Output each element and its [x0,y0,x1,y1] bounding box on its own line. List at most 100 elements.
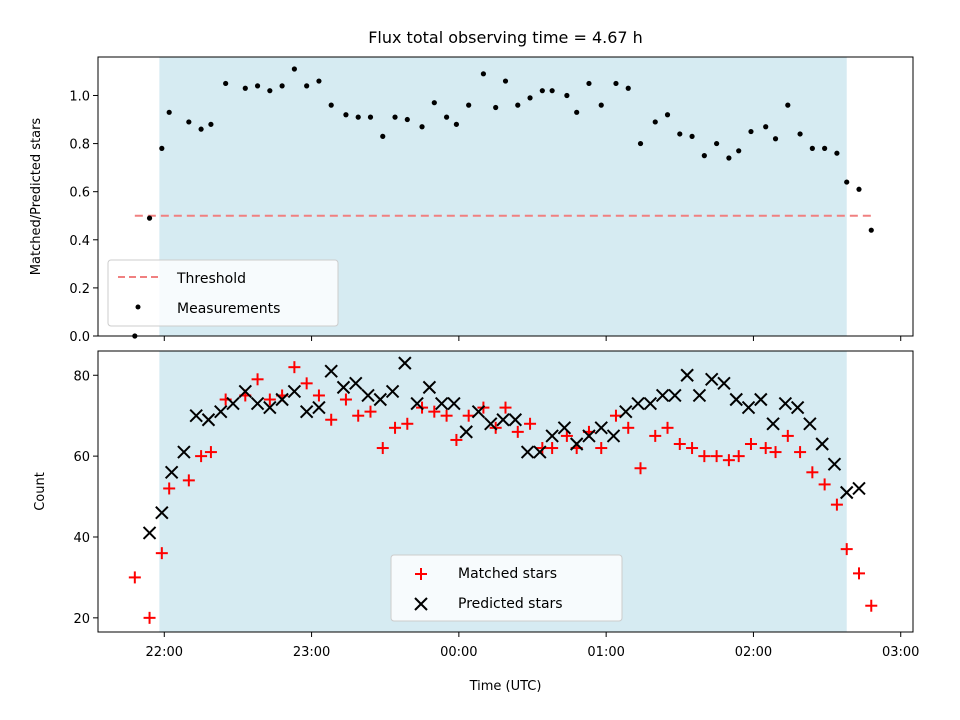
matched-star-point [781,429,794,442]
bot-y-tick-label: 20 [73,612,90,627]
predicted-star-point [385,384,400,399]
matched-star-point [840,543,853,556]
measurement-point [392,114,398,120]
bot-x-tick-label: 01:00 [587,645,624,660]
predicted-star-point [275,392,289,407]
predicted-star-point [803,417,817,431]
measurement-point [736,148,742,154]
matched-star-point [852,567,865,580]
measurement-point [689,133,695,139]
matched-star-point [339,393,352,406]
measurement-point [480,71,487,77]
matched-star-point [830,498,843,511]
predicted-star-point [533,445,547,459]
bottom-axes-frame [97,350,914,633]
bot-x-tick-label: 23:00 [293,645,330,660]
matched-star-point [744,437,757,450]
matched-star-point [440,409,453,422]
matched-star-point [649,429,662,442]
measurement-point [785,102,791,108]
predicted-star-point [201,413,216,427]
matched-star-point [182,474,195,487]
predicted-star-point [349,376,363,391]
matched-star-point [450,433,463,446]
predicted-star-point [557,421,572,435]
bot-x-tick-label: 02:00 [735,645,772,660]
measurement-point [208,121,214,127]
matched-star-point [710,450,723,463]
matched-star-point [806,466,819,479]
measurement-point [291,66,297,72]
measurement-point [466,102,472,108]
measurement-point [834,150,840,156]
measurement-point [443,114,450,120]
predicted-star-point [741,400,756,415]
predicted-star-point [754,392,768,407]
matched-star-point [661,421,674,434]
top-x-ticks [163,336,902,341]
matched-star-point [511,425,524,438]
matched-star-point [673,437,686,450]
measurement-point [198,126,204,132]
matched-star-point [155,547,168,560]
top-y-tick-label: 0.8 [69,138,90,153]
predicted-star-point [142,526,157,540]
predicted-star-point [336,380,351,395]
measurements-legend-label: Measurements [177,301,280,317]
predicted-star-point [582,429,596,443]
predicted-star-point [680,368,694,382]
predicted-legend-label: Predicted stars [458,596,563,612]
matched-star-point [300,377,313,390]
bottom-x-ticks: 22:00 23:00 00:00 01:00 02:00 03:00 [146,632,919,660]
predicted-star-point [815,437,829,451]
predicted-star-point [729,392,743,407]
top-y-tick-label: 1.0 [69,89,90,104]
matched-star-point [595,442,608,455]
predicted-star-point [631,396,645,411]
bot-x-tick-label: 00:00 [440,645,477,660]
bottom-legend-box [390,554,623,622]
matched-star-point [263,393,276,406]
top-legend-box [107,259,339,327]
predicted-star-point [189,408,203,423]
matched-star-point [609,409,622,422]
matched-star-point [195,450,208,463]
matched-legend-swatch [415,568,427,580]
measurement-point [613,80,619,87]
top-y-tick-label: 0.2 [69,282,90,297]
predicted-star-point [606,429,621,443]
matched-star-point [312,389,325,402]
predicted-star-point [373,392,388,407]
measurement-point [586,80,592,87]
measurement-point [367,114,374,120]
measurement-point [677,131,683,137]
measurement-point [493,104,499,111]
measurement-point [797,131,803,137]
predicted-star-point [471,404,486,419]
predicted-star-point [619,404,633,419]
measurement-point [223,80,229,87]
measurement-point [242,85,248,91]
bot-y-tick-label: 40 [73,531,90,546]
bot-y-tick-label: 60 [73,450,90,465]
measurement-point [637,140,644,147]
measurement-point [652,119,658,125]
predicted-star-point [496,413,510,427]
matched-star-point [376,442,389,455]
matched-star-point [364,405,377,418]
measurement-point [453,121,460,127]
matched-star-point [686,442,699,455]
measurement-point [146,215,153,221]
predicted-legend-swatch [414,597,428,611]
top-y-tick-label: 0.6 [69,186,90,201]
predicted-star-point [447,396,461,411]
matched-star-point [352,409,365,422]
measurement-point [343,112,349,118]
predicted-star-point [312,400,326,415]
predicted-star-point [263,400,277,415]
measurement-point [159,145,165,151]
predicted-star-point [692,388,707,403]
measurement-point [527,95,533,101]
